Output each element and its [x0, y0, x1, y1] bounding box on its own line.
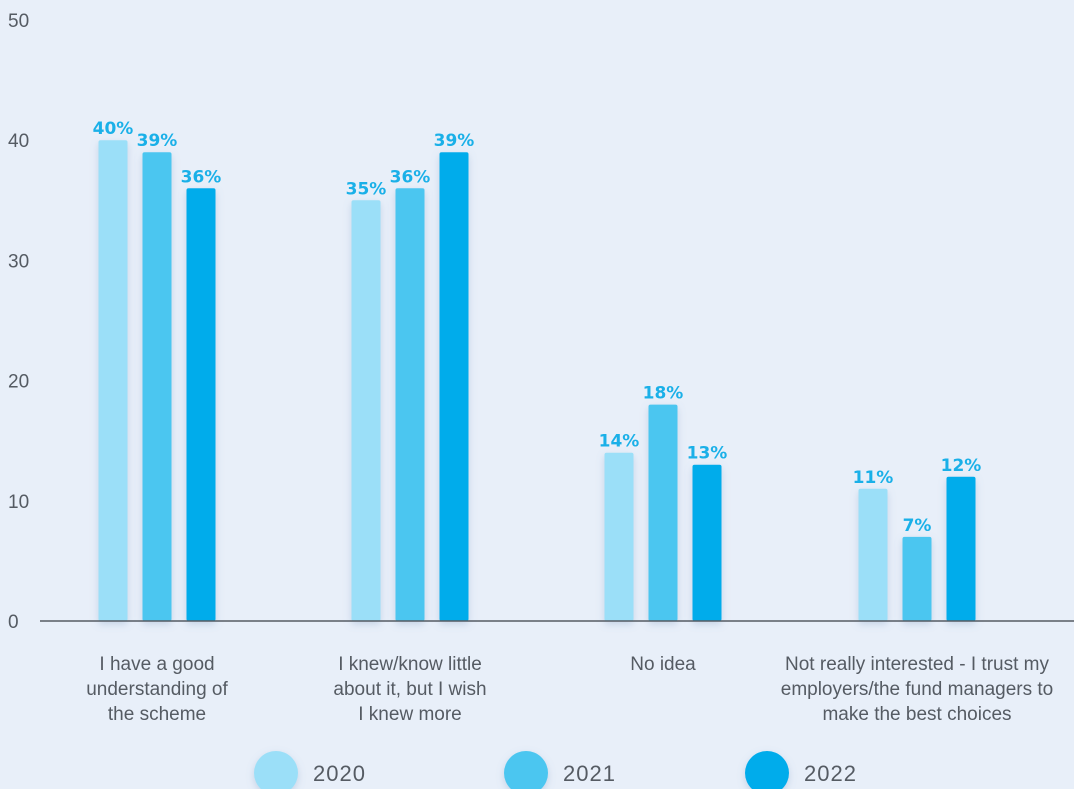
x-category-label: understanding of [86, 679, 228, 700]
bar [351, 200, 381, 622]
bar-value-label: 7% [903, 516, 932, 536]
bar-value-label: 13% [687, 444, 728, 464]
bar [186, 188, 216, 621]
bar [902, 536, 932, 621]
legend-label: 2022 [804, 761, 857, 786]
y-tick-label: 50 [8, 11, 29, 32]
bar-value-label: 36% [181, 167, 222, 187]
bar [395, 188, 425, 621]
x-category-label: I have a good [99, 654, 214, 675]
bar [604, 452, 634, 621]
bar-value-label: 12% [941, 456, 982, 476]
x-category-label: No idea [630, 654, 696, 675]
x-category-label: employers/the fund managers to [781, 679, 1054, 700]
legend-swatch [254, 751, 298, 789]
y-tick-label: 30 [8, 251, 29, 272]
legend-swatch [745, 751, 789, 789]
y-tick-label: 20 [8, 372, 29, 393]
bar [692, 464, 722, 621]
y-tick-label: 0 [8, 612, 19, 633]
bar [858, 488, 888, 621]
x-category-label: Not really interested - I trust my [785, 654, 1049, 675]
x-category-label: I knew/know little [338, 654, 482, 675]
bar-value-label: 11% [853, 468, 894, 488]
bar-value-label: 14% [599, 432, 640, 452]
bar-value-label: 36% [390, 167, 431, 187]
legend-label: 2020 [313, 761, 366, 786]
x-category-label: about it, but I wish [333, 679, 486, 700]
bar-value-label: 35% [346, 179, 387, 199]
bar-value-label: 39% [434, 131, 475, 151]
bar [142, 152, 172, 621]
legend-label: 2021 [563, 761, 616, 786]
y-tick-label: 40 [8, 131, 29, 152]
bar [98, 140, 128, 621]
bar-value-label: 39% [137, 131, 178, 151]
x-category-label: make the best choices [822, 704, 1011, 725]
bar-value-label: 40% [93, 119, 134, 139]
bar [946, 476, 976, 621]
x-category-label: I knew more [358, 704, 461, 725]
y-tick-label: 10 [8, 492, 29, 513]
bar-value-label: 18% [643, 384, 684, 404]
legend-swatch [504, 751, 548, 789]
bar [439, 152, 469, 621]
bar [648, 404, 678, 621]
x-category-label: the scheme [108, 704, 206, 725]
